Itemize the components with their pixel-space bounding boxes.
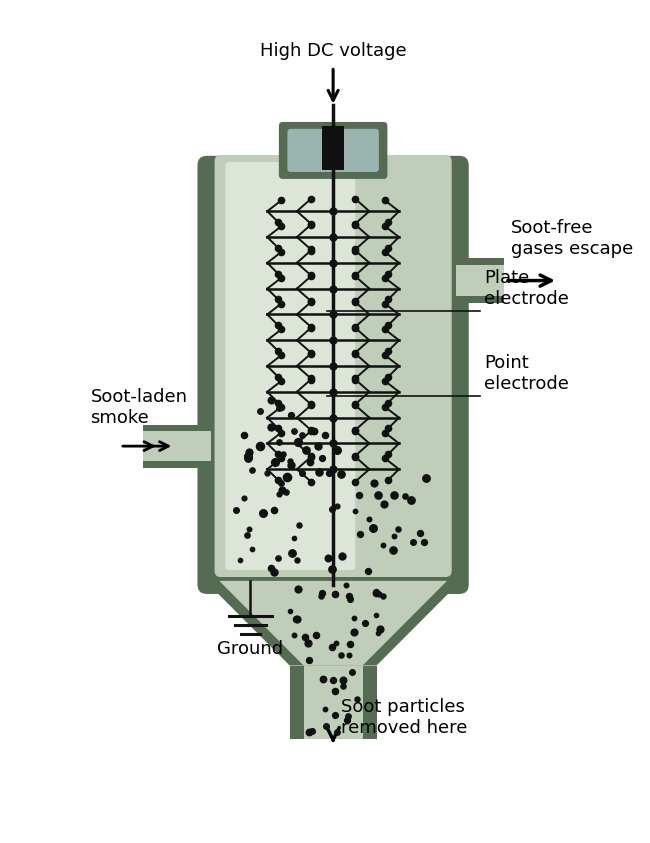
Polygon shape [205, 581, 461, 666]
Text: Ground: Ground [217, 640, 283, 658]
FancyBboxPatch shape [226, 162, 355, 570]
Text: Soot-free
gases escape: Soot-free gases escape [512, 219, 634, 258]
FancyBboxPatch shape [198, 156, 469, 594]
Polygon shape [219, 581, 447, 666]
FancyBboxPatch shape [279, 122, 387, 179]
Bar [304, 666, 363, 738]
Text: Plate
electrode: Plate electrode [484, 270, 569, 309]
Text: Soot particles
removed here: Soot particles removed here [341, 698, 467, 737]
Bar [456, 258, 504, 303]
Bar [456, 266, 504, 296]
Bar [322, 126, 344, 170]
Bar [290, 666, 376, 738]
Bar [143, 432, 211, 461]
Text: High DC voltage: High DC voltage [260, 42, 406, 61]
Text: Point
electrode: Point electrode [484, 354, 569, 393]
FancyBboxPatch shape [287, 129, 379, 172]
FancyBboxPatch shape [214, 155, 452, 577]
Bar [143, 425, 211, 468]
Text: Soot-laden
smoke: Soot-laden smoke [90, 389, 188, 427]
